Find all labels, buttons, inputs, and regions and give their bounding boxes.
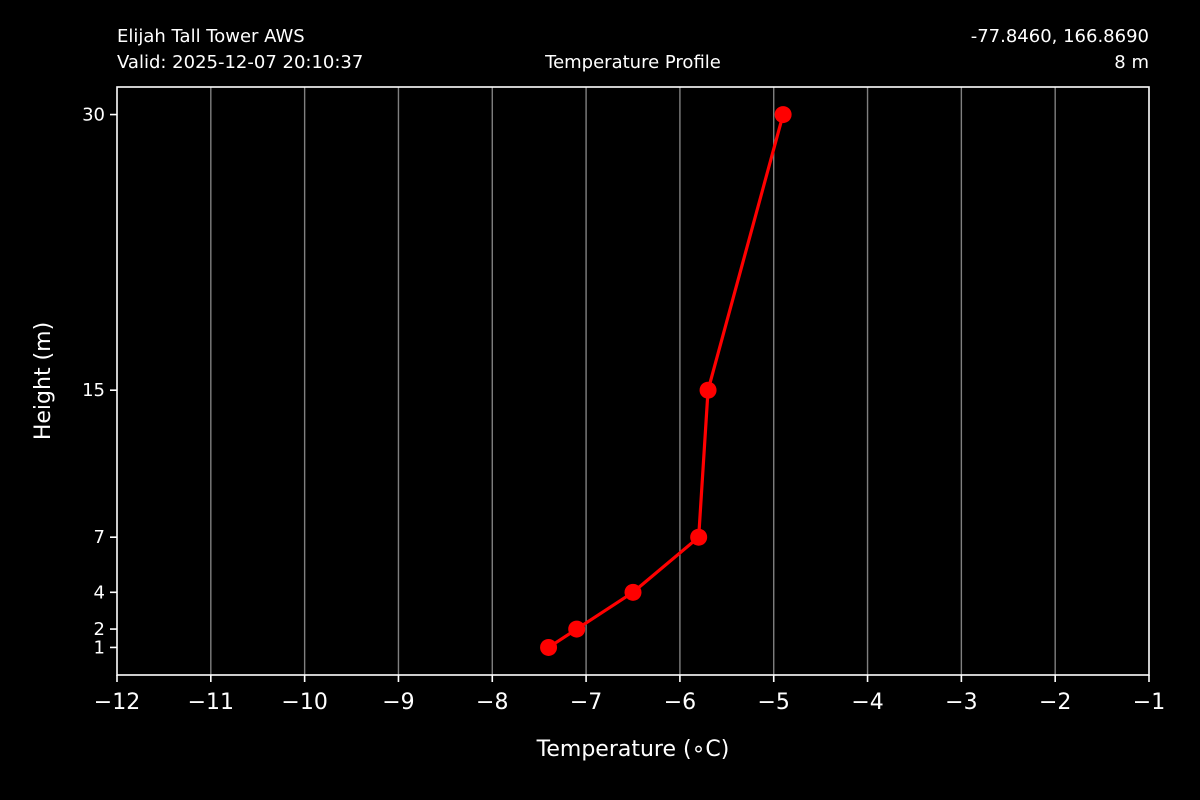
y-tick-label: 30 [82,105,105,126]
x-tick-label: −9 [382,690,414,715]
x-tick-label: −6 [664,690,696,715]
x-tick-label: −5 [758,690,790,715]
station-elevation: 8 m [1114,52,1149,73]
y-axis-label: Height (m) [31,322,56,440]
y-tick-label: 4 [94,582,105,603]
x-tick-label: −8 [476,690,508,715]
series-group [540,106,792,656]
data-point [690,528,708,546]
y-tick-label: 1 [94,637,105,658]
data-point [774,106,792,124]
y-tick-label: 7 [94,527,105,548]
y-tick-label: 15 [82,380,105,401]
x-tick-label: −10 [281,690,327,715]
x-tick-label: −3 [945,690,977,715]
chart-title: Temperature Profile [544,52,721,73]
x-tick-label: −2 [1039,690,1071,715]
y-axis-ticks: 12 4 7 15 30 [82,105,117,658]
station-coordinates: -77.8460, 166.8690 [971,26,1149,47]
x-tick-label: −4 [851,690,883,715]
series-line [547,114,785,649]
x-tick-label: −12 [94,690,140,715]
y-tick-label: 2 [94,619,105,640]
x-tick-label: −11 [188,690,234,715]
data-point [699,381,717,399]
x-tick-label: −7 [570,690,602,715]
x-axis-ticks: −12 −11 −10 −9 −8 −7 −6 −5 −4 −3 −2 −1 [94,675,1165,715]
grid-lines [210,87,1056,675]
plot-frame [116,86,1150,676]
valid-time: Valid: 2025-12-07 20:10:37 [117,52,363,73]
x-axis-label: Temperature (∘C) [536,737,730,762]
data-point [540,638,558,656]
station-name: Elijah Tall Tower AWS [117,26,305,47]
x-tick-label: −1 [1133,690,1165,715]
data-point [624,583,642,601]
data-point [568,620,586,638]
